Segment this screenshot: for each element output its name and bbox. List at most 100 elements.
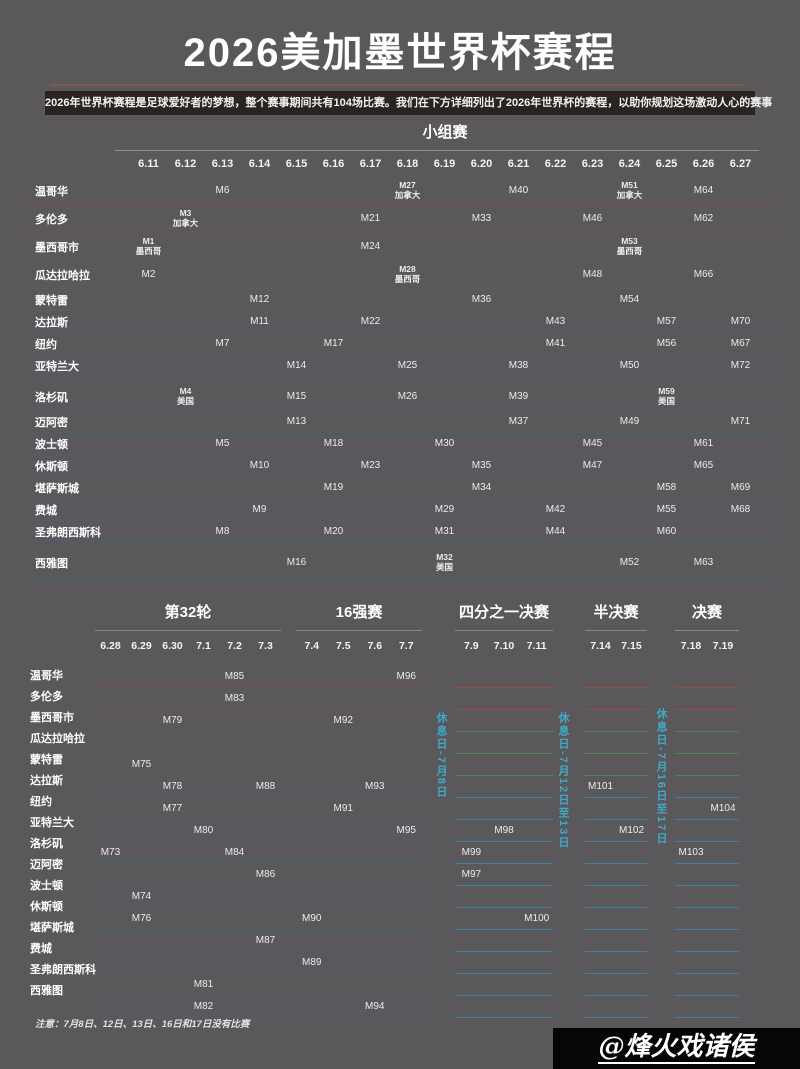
schedule-row: M81 (95, 974, 281, 996)
schedule-row: 波士顿 M5 M18 M30 M45 M61 (30, 433, 775, 455)
match-cell: M60 (656, 526, 677, 537)
match-cell: M33 (471, 213, 492, 224)
section-date-row: 7.9 7.10 7.11 (455, 631, 553, 660)
city-label: 蒙特雷 (30, 754, 63, 766)
date-header: 6.11 (138, 158, 159, 170)
city-label: 西雅图 (35, 557, 68, 570)
schedule-row (675, 996, 739, 1018)
section-date-row: 7.18 7.19 (675, 631, 739, 660)
match-cell: M92 (333, 715, 353, 726)
schedule-row: M92 (296, 710, 422, 732)
date-header: 6.13 (211, 158, 234, 170)
city-label: 瓜达拉哈拉 (30, 733, 85, 745)
match-cell: M74 (131, 891, 152, 902)
date-header: 7.1 (196, 639, 211, 652)
match-cell: M55 (656, 504, 677, 515)
match-cell: M38 (508, 360, 529, 371)
section-divider (585, 630, 647, 631)
date-header: 6.12 (174, 158, 197, 170)
match-cell: M85 (224, 671, 245, 682)
section-divider (296, 630, 422, 631)
schedule-row: M100 (455, 908, 553, 930)
schedule-row (296, 930, 422, 952)
date-header: 7.19 (712, 639, 734, 652)
schedule-row: M82 (95, 996, 281, 1018)
schedule-row (455, 754, 553, 776)
schedule-row (95, 952, 281, 974)
match-cell: M46 (582, 213, 603, 224)
schedule-row: M78 M88 (95, 776, 281, 798)
match-cell: M76 (131, 913, 152, 924)
city-label: 迈阿密 (30, 859, 63, 871)
match-cell: M12 (249, 294, 270, 305)
section-date-row: 6.28 6.29 6.30 7.1 7.2 7.3 (95, 631, 281, 660)
match-cell: M9 (252, 504, 267, 515)
schedule-row: M85 (95, 666, 281, 688)
section-date-row: 7.4 7.5 7.6 7.7 (296, 631, 422, 660)
date-header: 6.18 (396, 158, 419, 170)
schedule-row: M90 (296, 908, 422, 930)
match-cell: M22 (360, 316, 381, 327)
match-cell: M8 (215, 526, 230, 537)
match-cell: M50 (619, 360, 640, 371)
date-header: 6.27 (729, 158, 752, 170)
match-cell: M54 (619, 294, 640, 305)
match-cell: M4 美国 (176, 385, 194, 406)
match-cell: M58 (656, 482, 677, 493)
match-cell: M34 (471, 482, 492, 493)
city-label: 纽约 (35, 338, 57, 351)
date-header: 7.15 (621, 639, 642, 652)
match-cell: M2 (141, 269, 156, 280)
match-cell: M77 (162, 803, 183, 814)
schedule-row (455, 666, 553, 688)
city-label: 亚特兰大 (35, 360, 79, 373)
match-cell: M63 (693, 557, 714, 568)
match-cell: M21 (360, 213, 381, 224)
section-heading: 四分之一决赛 (458, 604, 549, 621)
match-cell: M72 (730, 360, 751, 371)
city-label: 亚特兰大 (30, 817, 74, 829)
date-header: 7.11 (526, 639, 547, 652)
date-header: 6.24 (618, 158, 641, 170)
match-cell: M20 (323, 526, 344, 537)
schedule-row (455, 776, 553, 798)
schedule-row: M104 (675, 798, 739, 820)
section-divider (675, 630, 739, 631)
schedule-row: M96 (296, 666, 422, 688)
match-cell: M16 (286, 557, 307, 568)
schedule-row: M83 (95, 688, 281, 710)
schedule-row: M102 (585, 820, 647, 842)
city-label: 墨西哥市 (35, 241, 79, 254)
match-cell: M93 (365, 781, 385, 792)
match-cell: M80 (193, 825, 214, 836)
match-cell: M53 墨西哥 (616, 235, 643, 256)
schedule-row: M76 (95, 908, 281, 930)
match-cell: M97 (461, 869, 482, 880)
match-cell: M51 加拿大 (616, 179, 643, 200)
match-cell: M71 (730, 416, 751, 427)
schedule-row (585, 666, 647, 688)
match-cell: M31 (434, 526, 455, 537)
match-cell: M52 (619, 557, 640, 568)
schedule-row: 达拉斯 M11 M22 M43 M57 M70 (30, 311, 775, 333)
schedule-row (675, 820, 739, 842)
rest-day-label-2: 休息日-7月12日至13日 (557, 712, 569, 850)
match-cell: M98 (494, 825, 514, 836)
schedule-row: 休斯顿 M10 M23 M35 M47 M65 (30, 455, 775, 477)
date-header: 7.9 (464, 639, 479, 652)
city-label: 休斯顿 (30, 901, 63, 913)
schedule-row (675, 952, 739, 974)
city-label: 达拉斯 (30, 775, 63, 787)
schedule-row: 迈阿密 M13 M37 M49 M71 (30, 411, 775, 433)
match-cell: M17 (323, 338, 344, 349)
footnote: 注意：7月8日、12日、13日、16日和17日没有比赛 (35, 1019, 250, 1030)
date-header: 7.6 (367, 639, 383, 652)
match-cell: M36 (471, 294, 492, 305)
match-cell: M86 (255, 869, 276, 880)
match-cell: M10 (249, 460, 270, 471)
match-cell: M83 (224, 693, 245, 704)
match-cell: M41 (545, 338, 566, 349)
city-label: 西雅图 (30, 985, 63, 997)
watermark-box: @烽火戏诸侯 (553, 1028, 800, 1069)
city-label: 圣弗朗西斯科 (30, 964, 96, 976)
